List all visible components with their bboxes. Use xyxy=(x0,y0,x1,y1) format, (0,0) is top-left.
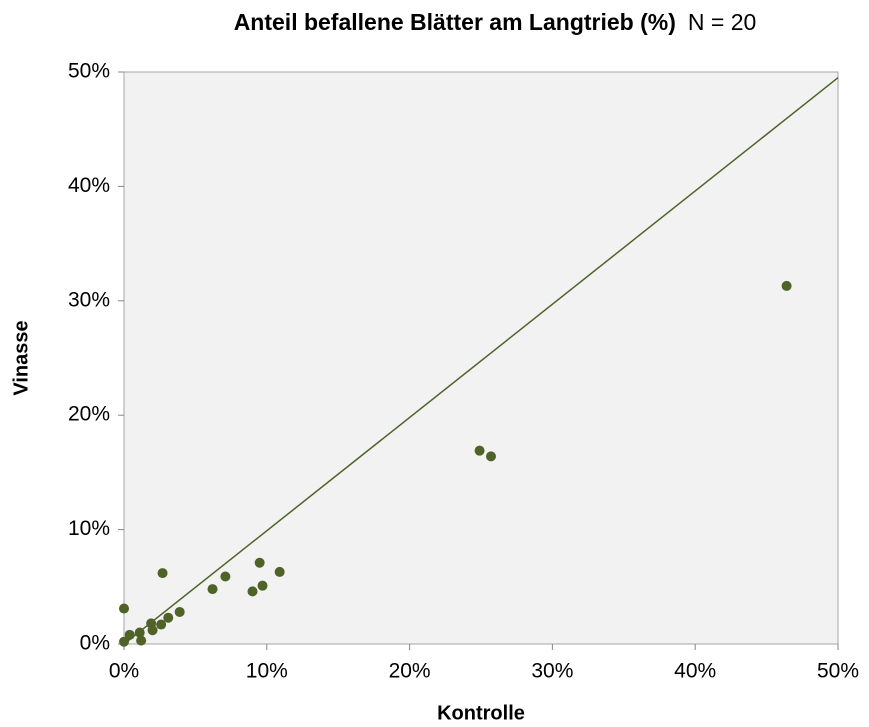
x-tick-label: 10% xyxy=(246,660,288,683)
point xyxy=(485,451,496,462)
y-tick-label: 30% xyxy=(68,288,110,311)
reference-line xyxy=(123,77,839,645)
point xyxy=(781,280,792,291)
y-axis-label: Vinasse xyxy=(10,320,32,395)
x-tick-label: 20% xyxy=(389,660,431,683)
x-axis-label: Kontrolle xyxy=(437,702,525,724)
x-tick-label: 30% xyxy=(531,660,573,683)
point xyxy=(247,586,258,597)
x-tick-label: 0% xyxy=(109,660,139,683)
y-tick-label: 0% xyxy=(80,632,110,655)
x-tick-label: 50% xyxy=(817,660,859,683)
point xyxy=(119,603,129,614)
chart-title: Anteil befallene Blätter am Langtrieb (%… xyxy=(234,9,757,35)
subtitle: N = 20 xyxy=(688,9,756,35)
title: Anteil befallene Blätter am Langtrieb (%… xyxy=(234,9,676,35)
point xyxy=(220,571,231,582)
point xyxy=(136,635,147,646)
y-tick-label: 10% xyxy=(68,517,110,540)
y-tick-label: 50% xyxy=(68,60,110,83)
y-tick-label: 20% xyxy=(68,403,110,426)
point xyxy=(174,606,185,617)
point xyxy=(207,584,218,595)
point xyxy=(254,557,265,568)
x-tick-label: 40% xyxy=(674,660,716,683)
point xyxy=(119,636,129,647)
point xyxy=(274,566,285,577)
y-tick-label: 40% xyxy=(68,174,110,197)
point xyxy=(474,445,485,456)
point xyxy=(163,612,174,623)
point xyxy=(124,629,135,640)
point xyxy=(147,625,158,636)
point xyxy=(157,568,168,579)
point xyxy=(257,580,268,591)
point xyxy=(156,619,167,630)
point xyxy=(134,627,145,638)
